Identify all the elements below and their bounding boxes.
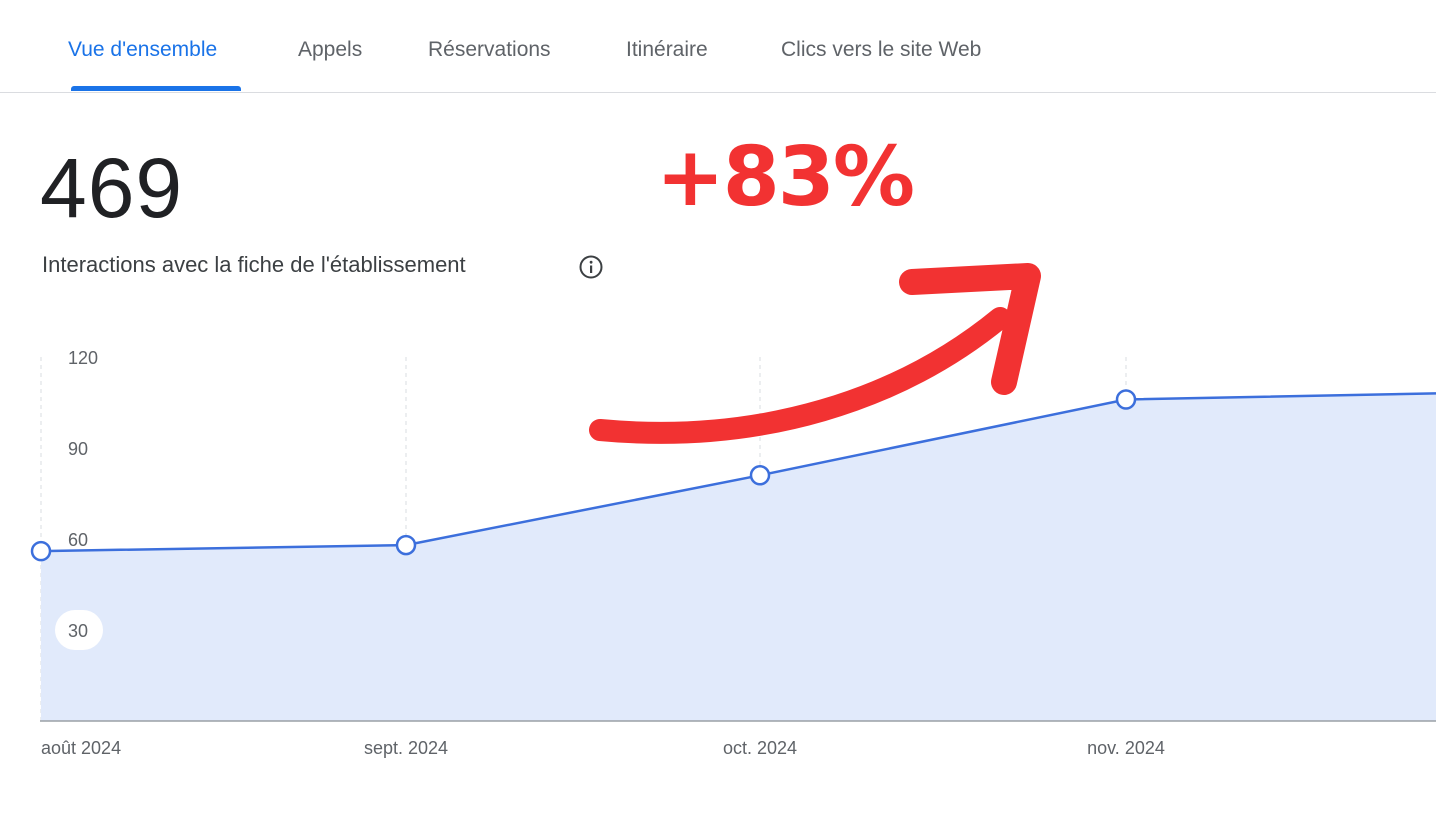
y-tick-bg-30	[55, 610, 103, 650]
tab-calls[interactable]: Appels	[298, 38, 363, 61]
data-point-3	[1115, 389, 1137, 410]
x-tick-2: oct. 2024	[723, 738, 797, 758]
x-tick-1: sept. 2024	[364, 738, 448, 758]
y-tick-60: 60	[68, 530, 88, 550]
info-icon[interactable]	[578, 254, 604, 280]
data-point-2	[749, 465, 771, 486]
y-tick-120: 120	[68, 348, 98, 368]
tab-bar: Vue d'ensemble Appels Réservations Itiné…	[0, 0, 1436, 93]
tab-directions[interactable]: Itinéraire	[626, 38, 708, 61]
tab-bookings[interactable]: Réservations	[428, 38, 551, 61]
metric-label: Interactions avec la fiche de l'établiss…	[42, 252, 466, 277]
growth-annotation: +83%	[656, 130, 915, 225]
total-interactions: 469	[40, 141, 184, 235]
x-tick-3: nov. 2024	[1087, 738, 1165, 758]
y-tick-30: 30	[68, 621, 88, 641]
data-point-0	[30, 540, 52, 562]
y-tick-90: 90	[68, 439, 88, 459]
area-fill	[41, 393, 1436, 721]
x-tick-0: août 2024	[41, 738, 121, 758]
tab-overview[interactable]: Vue d'ensemble	[68, 38, 218, 61]
data-point-1	[395, 534, 417, 556]
active-tab-indicator	[71, 86, 241, 91]
tab-website-clicks[interactable]: Clics vers le site Web	[781, 38, 982, 61]
